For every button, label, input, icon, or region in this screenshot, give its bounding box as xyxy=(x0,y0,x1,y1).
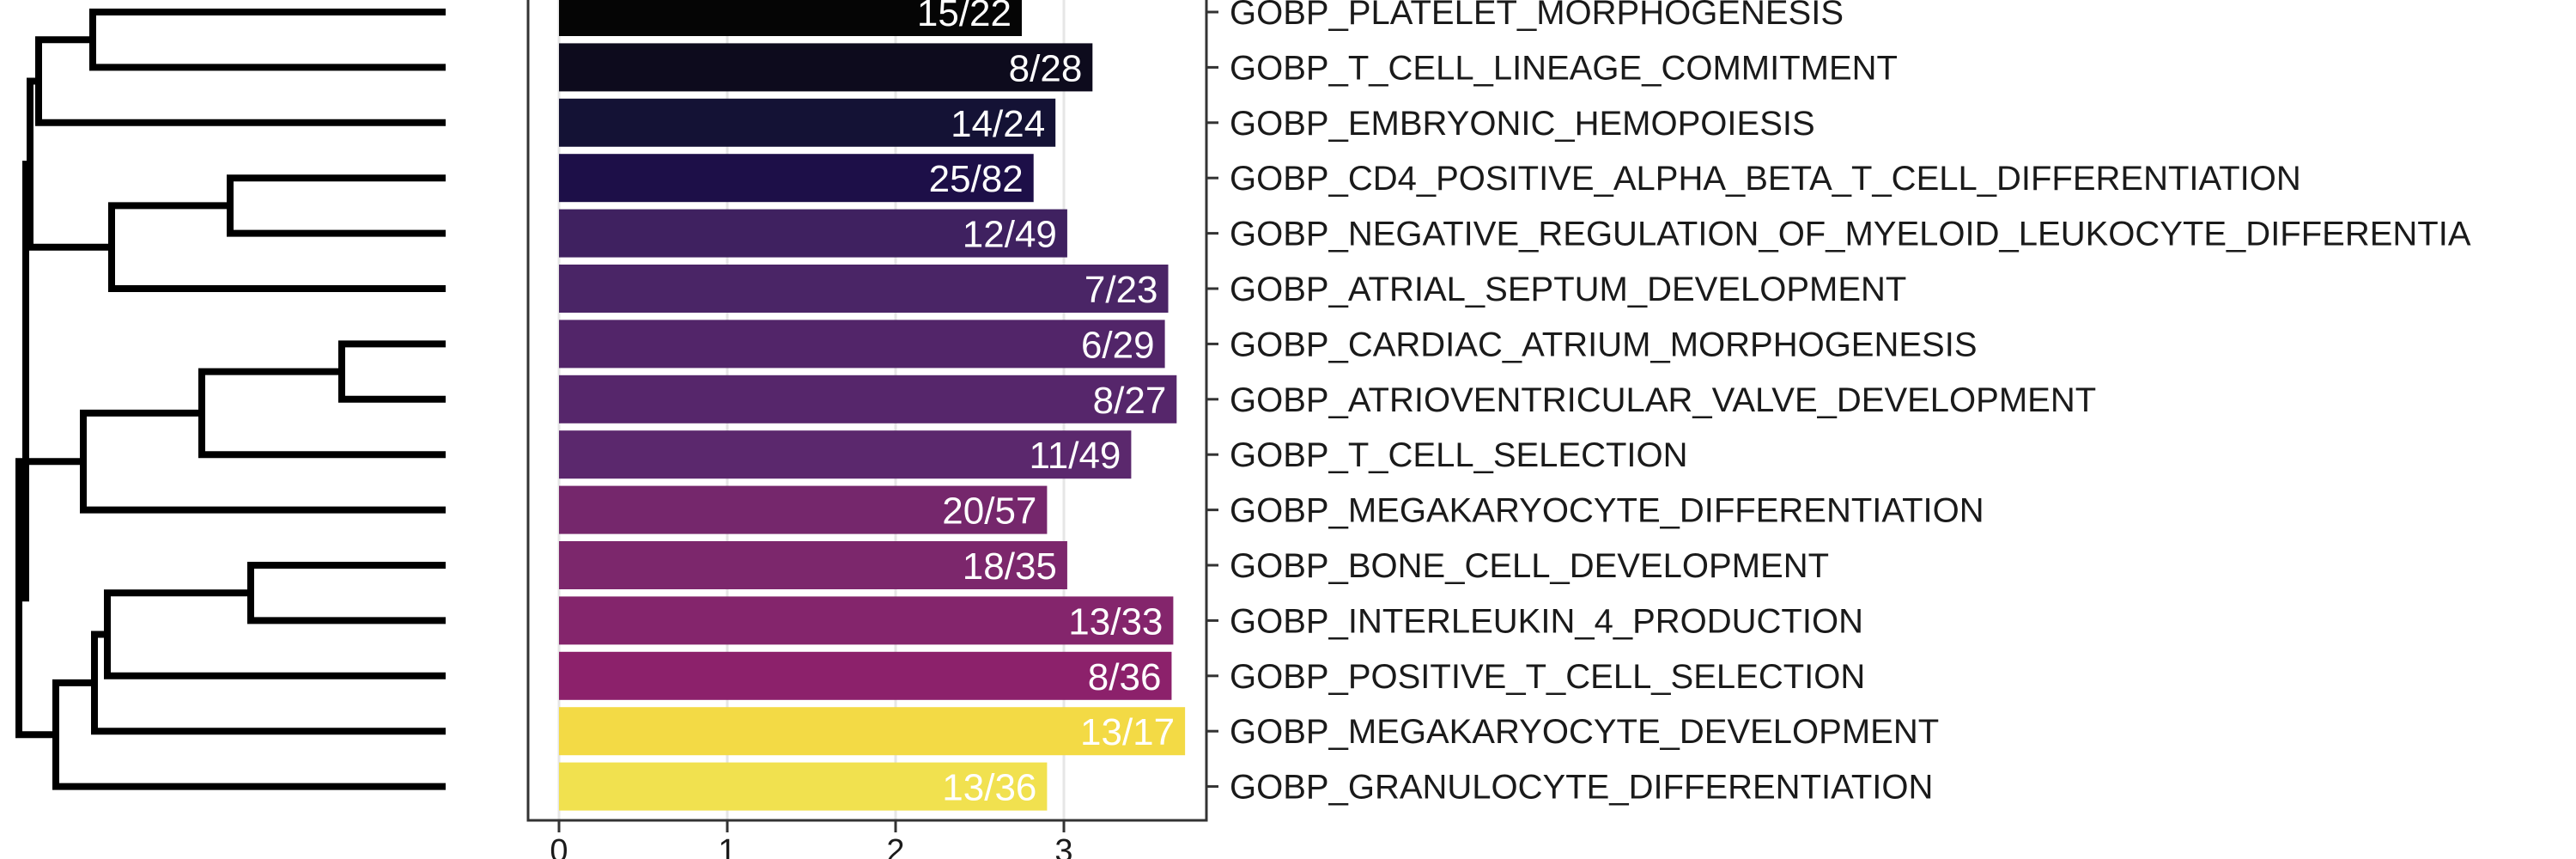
term-label: GOBP_MEGAKARYOCYTE_DEVELOPMENT xyxy=(1230,713,1939,751)
dendrogram-branch xyxy=(35,36,446,126)
term-label: GOBP_ATRIAL_SEPTUM_DEVELOPMENT xyxy=(1230,271,1906,308)
bar xyxy=(559,375,1177,423)
bar xyxy=(559,762,1048,811)
term-label: GOBP_INTERLEUKIN_4_PRODUCTION xyxy=(1230,602,1863,640)
dendrogram-branch xyxy=(227,174,446,237)
x-tick-label: 2 xyxy=(886,833,904,859)
bar xyxy=(559,209,1067,258)
term-label: GOBP_GRANULOCYTE_DIFFERENTIATION xyxy=(1230,769,1933,807)
bar xyxy=(559,596,1174,645)
term-label: GOBP_ATRIOVENTRICULAR_VALVE_DEVELOPMENT xyxy=(1230,381,2096,419)
bar xyxy=(559,541,1067,589)
term-label: GOBP_CD4_POSITIVE_ALPHA_BETA_T_CELL_DIFF… xyxy=(1230,160,2301,198)
dendrogram-branch xyxy=(15,161,33,602)
bar-value-label: 11/49 xyxy=(1030,435,1121,477)
bar xyxy=(559,98,1056,147)
x-tick-label: 3 xyxy=(1054,833,1072,859)
x-tick-label: 0 xyxy=(550,833,568,859)
dendrogram-branch xyxy=(80,409,446,514)
bar xyxy=(559,430,1132,479)
bar-value-label: 13/17 xyxy=(1080,711,1175,753)
panel-border xyxy=(526,0,1208,822)
dendrogram-branch xyxy=(27,77,115,251)
bar xyxy=(559,707,1186,756)
term-label: GOBP_T_CELL_LINEAGE_COMMITMENT xyxy=(1230,49,1898,87)
term-label: GOBP_CARDIAC_ATRIUM_MORPHOGENESIS xyxy=(1230,326,1978,363)
term-label: GOBP_POSITIVE_T_CELL_SELECTION xyxy=(1230,658,1865,696)
dendrogram-branch xyxy=(108,202,446,292)
dendrogram-branch xyxy=(91,631,446,735)
dendrogram xyxy=(15,9,446,790)
bar xyxy=(559,485,1048,534)
bar-value-label: 8/27 xyxy=(1093,380,1167,422)
dendrogram-branch xyxy=(338,340,446,403)
bar-value-label: 15/22 xyxy=(917,0,1012,34)
bar-value-label: 25/82 xyxy=(929,158,1024,200)
bar xyxy=(559,651,1172,700)
dendrogram-branch xyxy=(89,9,446,71)
bar-value-label: 13/33 xyxy=(1068,600,1163,643)
dendrogram-branch xyxy=(52,679,446,790)
bar xyxy=(559,43,1093,92)
term-label: GOBP_PLATELET_MORPHOGENESIS xyxy=(1230,0,1844,32)
dendrogram-branch xyxy=(247,562,446,624)
y-axis: GOBP_PLATELET_MORPHOGENESIS GOBP_T_CELL_L… xyxy=(1206,0,2471,807)
bar xyxy=(559,265,1169,313)
term-label: GOBP_T_CELL_SELECTION xyxy=(1230,436,1688,474)
bar-value-label: 13/36 xyxy=(942,767,1036,809)
term-label: GOBP_MEGAKARYOCYTE_DIFFERENTIATION xyxy=(1230,492,1984,530)
term-label: GOBP_BONE_CELL_DEVELOPMENT xyxy=(1230,547,1829,585)
bar xyxy=(559,320,1165,369)
x-axis: 0 1 2 3 xyxy=(550,820,1073,859)
bar-value-label: 12/49 xyxy=(963,214,1057,256)
bars: 15/22 8/28 14/24 25/82 12/49 7/23 6/29 8/27 11/4… xyxy=(559,0,1186,811)
bar-value-label: 8/36 xyxy=(1088,656,1162,698)
bar-value-label: 18/35 xyxy=(963,545,1057,588)
bar-value-label: 14/24 xyxy=(951,103,1045,145)
dendrogram-branch xyxy=(104,589,446,679)
bar-value-label: 7/23 xyxy=(1084,269,1158,311)
bar-value-label: 20/57 xyxy=(942,490,1036,533)
bar-value-label: 8/28 xyxy=(1009,47,1083,89)
term-label: GOBP_NEGATIVE_REGULATION_OF_MYELOID_LEUK… xyxy=(1230,216,2471,253)
dendrogram-branch xyxy=(198,368,446,459)
x-tick-label: 1 xyxy=(718,833,736,859)
bar xyxy=(559,0,1022,36)
term-label: GOBP_EMBRYONIC_HEMOPOIESIS xyxy=(1230,105,1815,143)
bar-value-label: 6/29 xyxy=(1081,324,1155,366)
bar xyxy=(559,154,1034,203)
